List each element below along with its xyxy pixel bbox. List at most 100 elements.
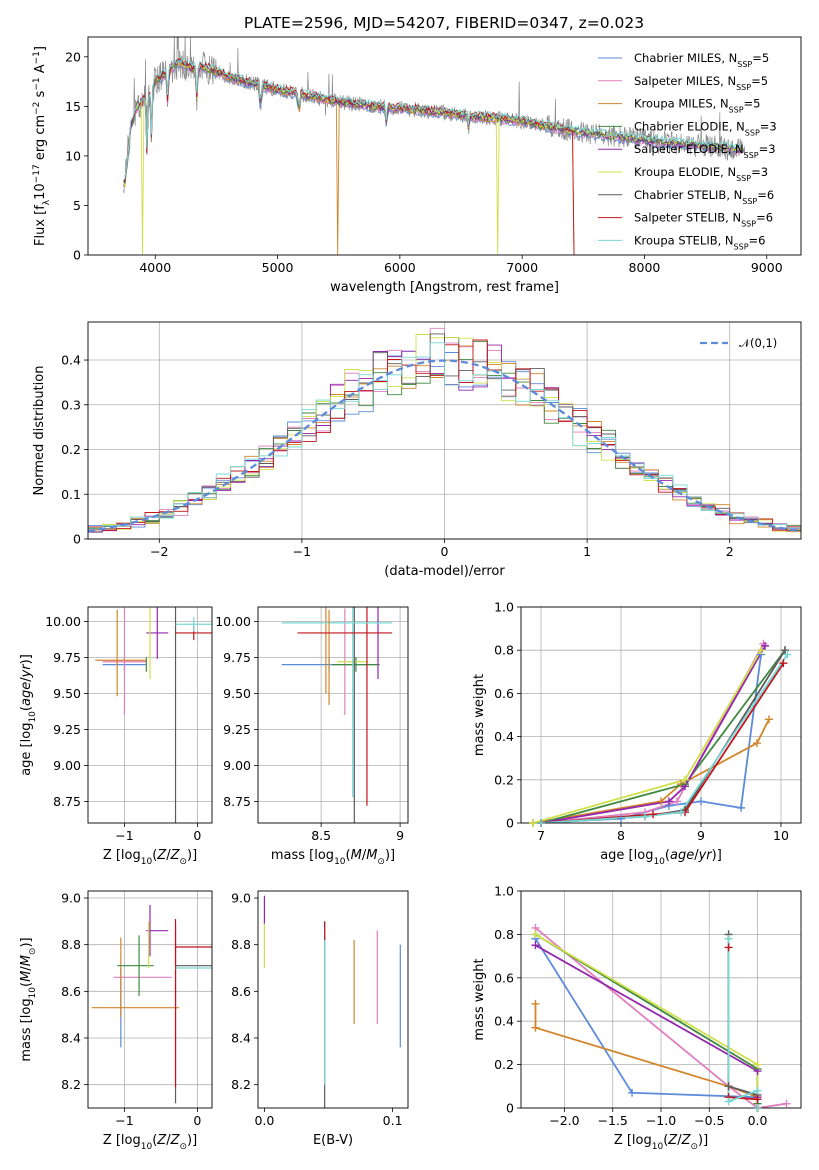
y-tick-label: 9.50 [223, 686, 251, 701]
legend-entry: Kroupa MILES, NSSP=5 [634, 97, 760, 115]
x-tick-label: 8.5 [311, 828, 331, 843]
y-tick-label: 8.8 [231, 937, 251, 952]
y-tick-label: 8.2 [61, 1077, 81, 1092]
y-tick-label: 9.0 [61, 891, 81, 906]
mass-weight-line-8 [540, 653, 789, 823]
y-axis-label: mass [log10(M/M⊙)] [19, 937, 38, 1061]
x-tick-label: 10 [773, 828, 789, 843]
axes-frame [87, 890, 213, 1109]
y-tick-label: 8.6 [61, 984, 81, 999]
plus-marker [782, 1099, 791, 1108]
y-tick-label: 8.75 [223, 794, 251, 809]
x-tick-label: 1 [583, 544, 591, 559]
x-axis-label: Z [log10(Z/Z⊙)] [103, 848, 197, 867]
plus-marker [681, 775, 689, 784]
axes-frame [87, 321, 802, 540]
x-tick-label: 0.0 [254, 1113, 274, 1128]
plus-marker [761, 641, 769, 650]
y-tick-label: 10.00 [45, 614, 81, 629]
plus-marker [529, 819, 537, 827]
mass-weight-line-0 [532, 654, 762, 823]
x-axis-label: age [log10(age/yr)] [600, 848, 722, 867]
residual-histogram-8 [88, 342, 801, 529]
plus-marker [531, 1023, 540, 1032]
y-tick-label: 0.2 [494, 1057, 514, 1072]
x-axis-label: mass [log10(M/M⊙)] [271, 848, 395, 867]
plus-marker [724, 934, 733, 943]
y-tick-label: 0 [73, 532, 81, 547]
x-tick-label: −1.0 [646, 1113, 676, 1128]
model-spectrum-5 [123, 60, 742, 255]
x-tick-label: 2 [726, 544, 734, 559]
y-tick-label: 0.2 [61, 442, 81, 457]
y-tick-label: 20 [65, 49, 81, 64]
y-tick-label: 9.0 [231, 891, 251, 906]
plot-area [532, 643, 789, 823]
y-tick-label: 8.2 [231, 1077, 251, 1092]
x-tick-label: −1 [115, 828, 133, 843]
mass-weight-line-1 [534, 927, 787, 1108]
plus-marker [724, 943, 733, 952]
panel-age-vs-mass: 8.5 9 8.75 9.00 9.25 9.50 9.75 10.00 mass [log10… [215, 606, 409, 867]
plus-marker [665, 797, 673, 806]
plus-marker [765, 715, 773, 724]
y-tick-label: 0.8 [494, 643, 514, 658]
x-tick-label: 4000 [139, 260, 171, 275]
plot-area [123, 37, 746, 255]
plus-marker [724, 1097, 733, 1106]
panel-massweight-vs-age: 7 8 9 10 0 0.2 0.4 0.6 0.8 1.0 age [log10(age/yr)]… [472, 600, 802, 867]
plus-marker [617, 814, 625, 823]
y-tick-label: 9.00 [223, 758, 251, 773]
legend-entry: Kroupa ELODIE, NSSP=3 [634, 165, 768, 183]
x-tick-label: 7000 [506, 260, 538, 275]
plus-marker [753, 1095, 762, 1104]
plus-marker [537, 819, 545, 827]
plot-area [263, 895, 401, 1108]
plus-marker [697, 797, 705, 806]
y-tick-label: 9.75 [53, 650, 81, 665]
axes-frame [87, 36, 802, 256]
y-tick-label: 15 [65, 99, 81, 114]
y-tick-label: 10 [65, 148, 81, 163]
plus-marker [531, 941, 540, 950]
x-tick-label: 7 [537, 828, 545, 843]
y-tick-label: 0.8 [494, 927, 514, 942]
y-tick-label: 0.6 [494, 970, 514, 985]
y-tick-label: 8.4 [61, 1031, 81, 1046]
model-spectrum-2 [123, 61, 575, 255]
model-spectrum-8 [123, 56, 742, 180]
y-axis-label: Normed distribution [32, 366, 47, 496]
y-tick-label: 9.75 [223, 650, 251, 665]
x-tick-label: 9000 [751, 260, 783, 275]
y-tick-label: 0 [506, 816, 514, 831]
axes-frame [520, 606, 802, 824]
y-tick-label: 1.0 [494, 600, 514, 615]
x-tick-label: −1 [115, 1113, 133, 1128]
y-tick-label: 0 [506, 1101, 514, 1116]
mass-weight-line-7 [540, 662, 785, 823]
plus-marker [531, 930, 540, 939]
plus-marker [737, 803, 745, 812]
plus-marker [641, 812, 649, 821]
y-axis-label: mass weight [472, 674, 487, 756]
chart-title: PLATE=2596, MJD=54207, FIBERID=0347, z=0… [244, 14, 644, 32]
y-tick-label: 9.25 [223, 722, 251, 737]
y-tick-label: 0.6 [494, 686, 514, 701]
plus-marker [673, 797, 681, 806]
panel-age-vs-Z: −1 0 8.75 9.00 9.25 9.50 9.75 10.00 Z [log10(Z/Z… [19, 606, 213, 867]
mass-weight-line-1 [540, 643, 765, 823]
plus-marker [753, 1104, 762, 1112]
y-tick-label: 10.00 [215, 614, 251, 629]
y-tick-label: 0.4 [61, 353, 81, 368]
legend-entry: Chabrier MILES, NSSP=5 [634, 51, 769, 69]
y-tick-label: 8.6 [231, 984, 251, 999]
legend-entry: Salpeter MILES, NSSP=5 [634, 74, 768, 92]
x-tick-label: 0 [193, 828, 201, 843]
plus-marker [724, 1082, 733, 1091]
y-axis-label: mass weight [472, 958, 487, 1040]
y-tick-label: 0.3 [61, 397, 81, 412]
x-tick-label: 5000 [262, 260, 294, 275]
y-tick-label: 0.1 [61, 487, 81, 502]
y-tick-label: 0.4 [494, 729, 514, 744]
x-axis-label: Z [log10(Z/Z⊙)] [103, 1133, 197, 1152]
